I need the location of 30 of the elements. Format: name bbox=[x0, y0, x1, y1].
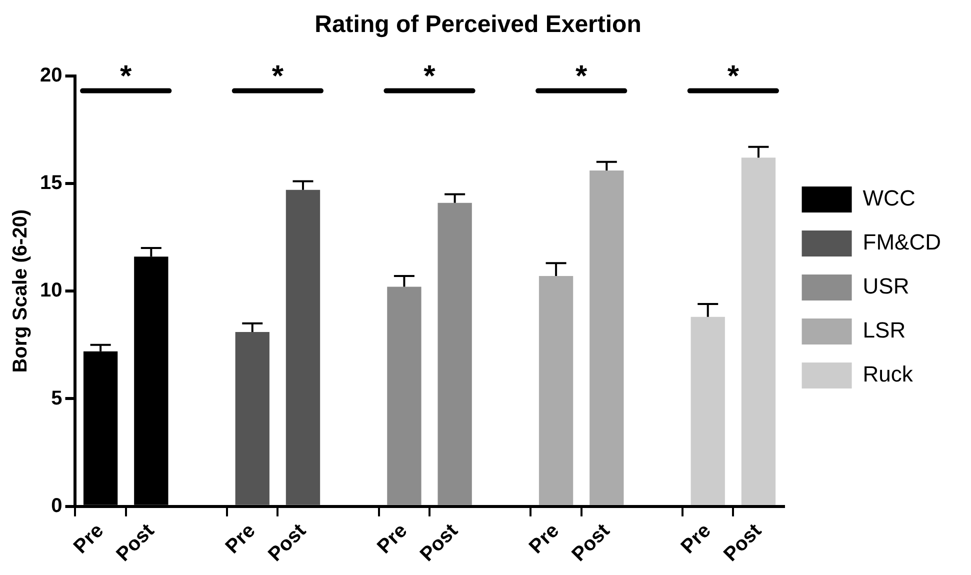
x-tick-label: Pre bbox=[221, 520, 260, 558]
bar bbox=[286, 190, 320, 505]
x-tick-label: Pre bbox=[373, 520, 412, 558]
annotation: * bbox=[576, 60, 588, 93]
legend-label: USR bbox=[862, 274, 910, 299]
legend-label: LSR bbox=[862, 318, 906, 343]
bar bbox=[741, 158, 776, 505]
legend-label: FM&CD bbox=[862, 230, 942, 255]
x-tick-label: Pre bbox=[525, 520, 564, 558]
bar bbox=[438, 202, 472, 505]
y-tick-label: 20 bbox=[40, 64, 62, 86]
legend-label: WCC bbox=[862, 186, 916, 211]
annotation: * bbox=[727, 60, 740, 93]
annotation: * bbox=[120, 60, 132, 93]
x-tick-label: Pre bbox=[70, 520, 108, 558]
bar bbox=[387, 286, 422, 505]
bar bbox=[590, 170, 624, 505]
y-tick-label: 15 bbox=[40, 172, 62, 194]
bar bbox=[690, 316, 725, 505]
y-tick-label: 5 bbox=[51, 387, 62, 410]
y-axis-title: Borg Scale (6-20) bbox=[10, 209, 32, 373]
chart-title: Rating of Perceived Exertion bbox=[314, 11, 642, 38]
x-tick-label: Pre bbox=[676, 520, 716, 558]
bar bbox=[538, 276, 574, 505]
y-tick-label: 0 bbox=[51, 494, 62, 517]
legend-label: Ruck bbox=[862, 362, 914, 387]
annotation: * bbox=[272, 60, 284, 93]
annotation: * bbox=[424, 60, 436, 93]
bar bbox=[235, 332, 270, 505]
y-tick-label: 10 bbox=[40, 280, 62, 302]
